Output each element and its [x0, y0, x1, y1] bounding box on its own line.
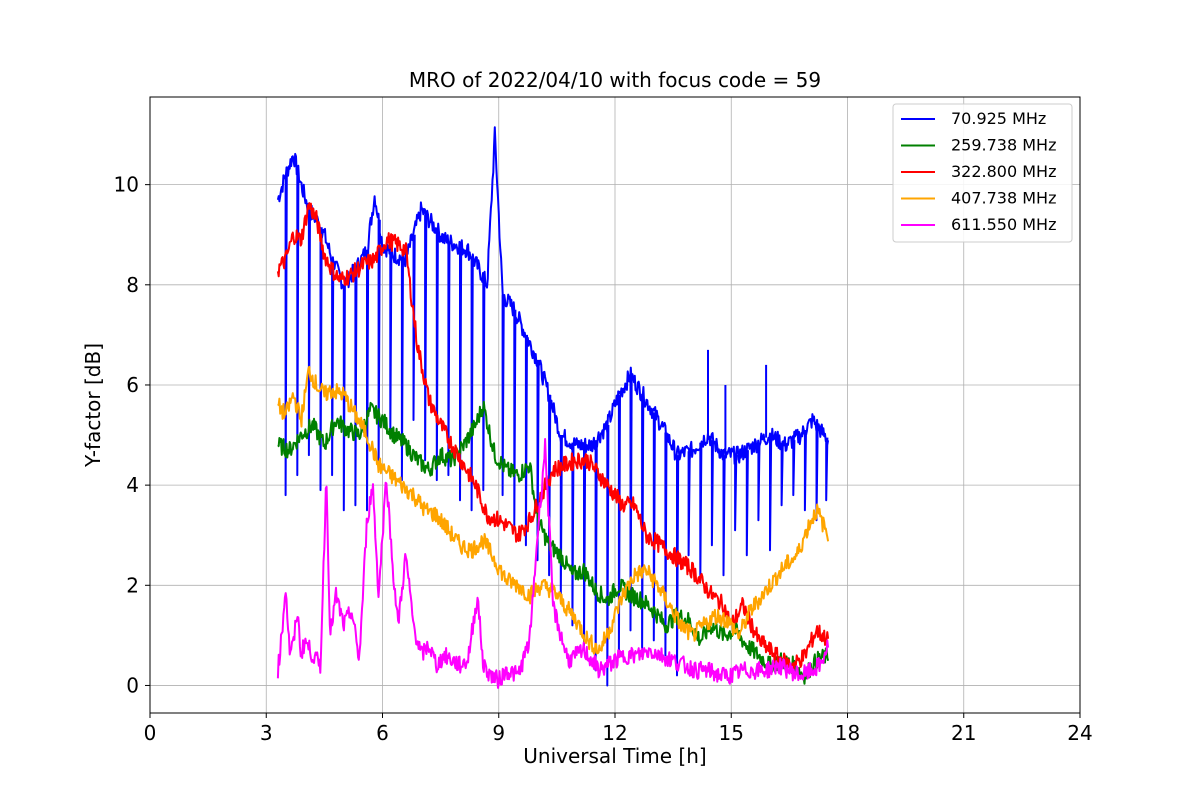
- y-tick-label: 0: [126, 673, 139, 697]
- legend-label-4: 611.550 MHz: [951, 215, 1056, 234]
- x-tick-label: 18: [835, 721, 860, 745]
- legend-label-3: 407.738 MHz: [951, 189, 1056, 208]
- plot-series: [276, 126, 830, 689]
- x-tick-label: 0: [144, 721, 157, 745]
- series-line-1: [277, 400, 830, 685]
- y-tick-label: 2: [126, 573, 139, 597]
- x-tick-label: 15: [719, 721, 744, 745]
- y-tick-label: 4: [126, 473, 139, 497]
- y-axis-label: Y-factor [dB]: [81, 343, 105, 468]
- x-tick-label: 12: [602, 721, 627, 745]
- legend-box: [892, 103, 1073, 243]
- y-tick-label: 10: [114, 173, 139, 197]
- legend-label-2: 322.800 MHz: [951, 162, 1056, 181]
- series-line-4: [276, 438, 830, 689]
- x-axis-ticks: 0 3 6 9 12 15 18 21 24: [144, 713, 1093, 745]
- x-tick-label: 6: [376, 721, 389, 745]
- y-tick-label: 6: [126, 373, 139, 397]
- series-line-2: [276, 202, 830, 673]
- x-tick-label: 9: [492, 721, 505, 745]
- series-line-0: [276, 126, 830, 687]
- x-axis-label: Universal Time [h]: [523, 744, 706, 768]
- y-axis-ticks: 0 2 4 6 8 10: [114, 173, 150, 697]
- legend: 70.925 MHz 259.738 MHz 322.800 MHz 407.738 …: [892, 103, 1073, 243]
- legend-label-0: 70.925 MHz: [951, 109, 1046, 128]
- x-tick-label: 3: [260, 721, 273, 745]
- x-tick-label: 24: [1067, 721, 1092, 745]
- x-tick-label: 21: [951, 721, 976, 745]
- y-tick-label: 8: [126, 273, 139, 297]
- chart-title: MRO of 2022/04/10 with focus code = 59: [409, 68, 821, 92]
- legend-label-1: 259.738 MHz: [951, 136, 1056, 155]
